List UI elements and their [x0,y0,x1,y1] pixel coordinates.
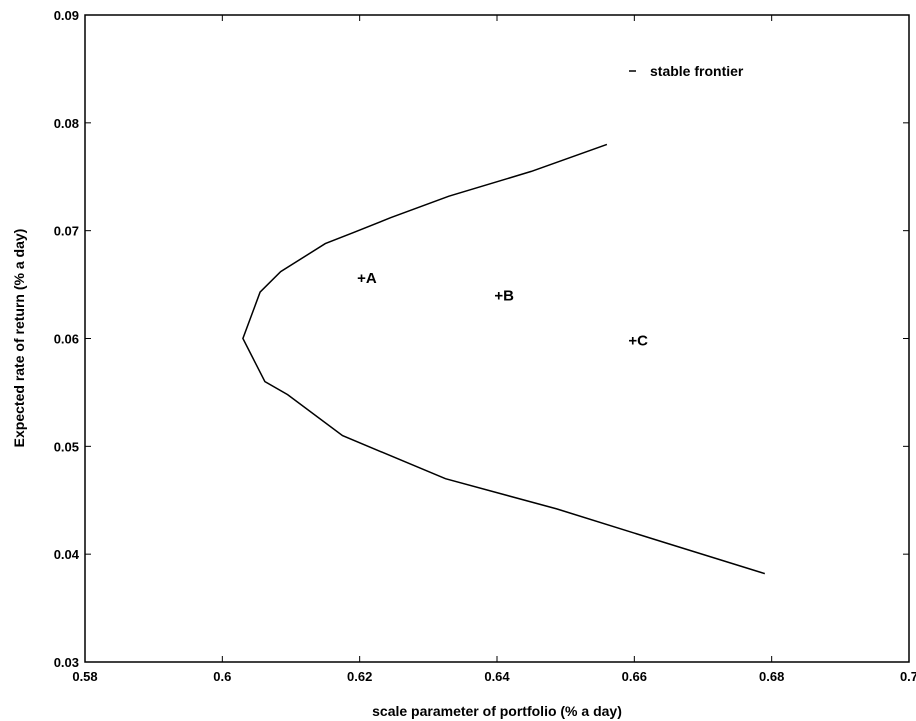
y-tick-label: 0.03 [54,655,79,670]
legend-entry: stable frontier [650,63,744,79]
y-axis-ticks: 0.03 0.04 0.05 0.06 0.07 0.08 0.09 [54,8,909,670]
y-tick-label: 0.07 [54,224,79,239]
y-axis-label: Expected rate of return (% a day) [11,229,27,448]
portfolio-points: +A +B +C [357,270,648,350]
x-tick-label: 0.58 [72,669,97,684]
y-tick-label: 0.06 [54,332,79,347]
x-tick-label: 0.64 [484,669,510,684]
y-tick-label: 0.04 [54,547,80,562]
y-tick-label: 0.05 [54,439,79,454]
y-tick-label: 0.08 [54,116,79,131]
x-tick-label: 0.66 [622,669,647,684]
point-label-a: +A [357,270,377,287]
x-tick-label: 0.68 [759,669,784,684]
x-axis-label: scale parameter of portfolio (% a day) [372,703,622,719]
x-tick-label: 0.7 [900,669,916,684]
x-tick-label: 0.62 [347,669,372,684]
x-axis-ticks: 0.58 0.6 0.62 0.64 0.66 0.68 0.7 [72,15,916,684]
legend: stable frontier [629,63,744,79]
series-line-stable-frontier [242,143,766,575]
point-label-c: +C [628,333,648,350]
y-tick-label: 0.09 [54,8,79,23]
x-tick-label: 0.6 [213,669,231,684]
plot-frame [84,14,910,663]
point-label-b: +B [494,287,514,304]
